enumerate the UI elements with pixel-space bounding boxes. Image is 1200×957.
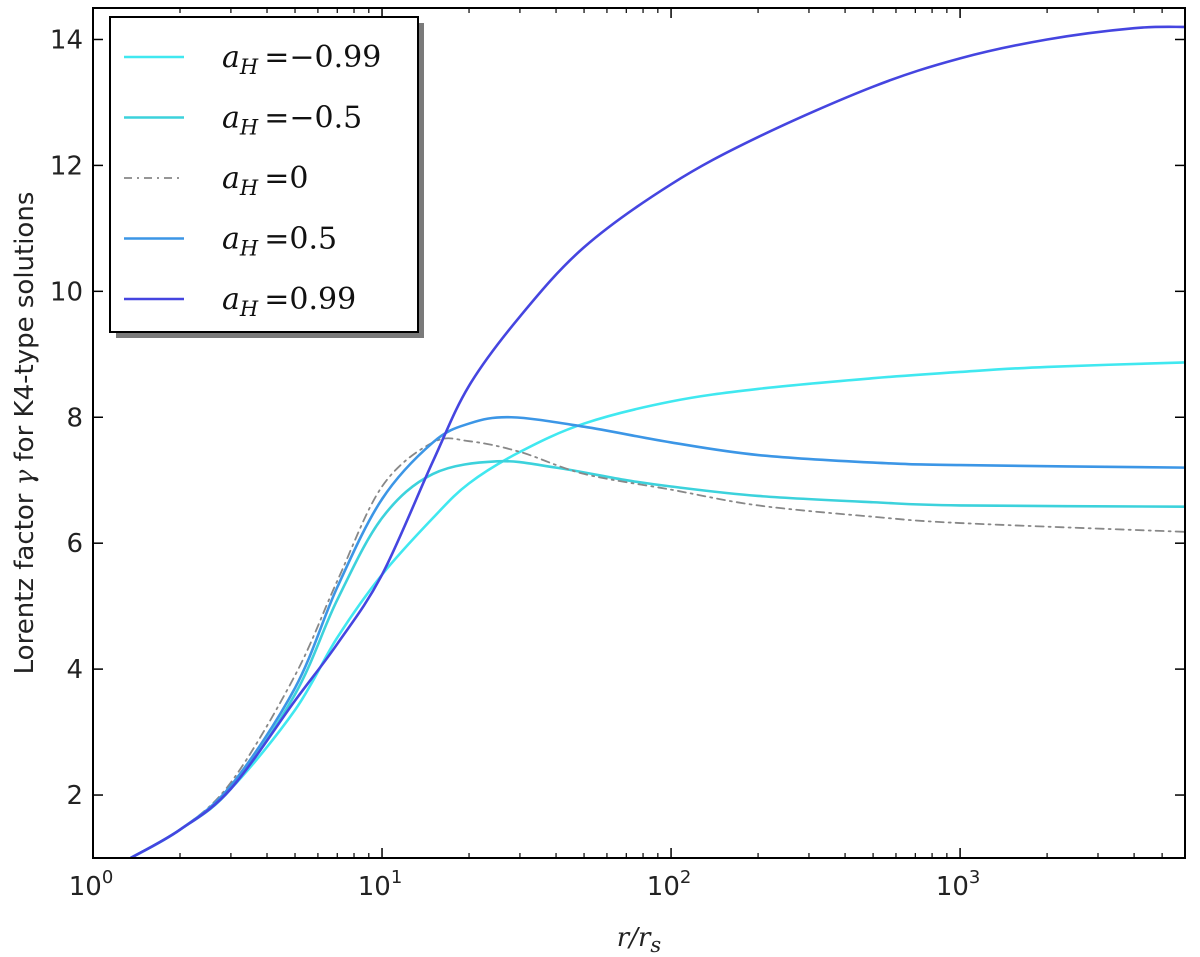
plot-lines <box>129 25 1185 858</box>
y-axis-label: Lorentz factor γ for K4-type solutions <box>10 192 40 675</box>
y-tick-label: 2 <box>66 781 83 811</box>
y-axis-label-symbol: γ <box>10 469 40 485</box>
x-axis-label-sub: s <box>650 933 661 957</box>
y-axis-label-suffix: for K4-type solutions <box>10 192 40 470</box>
series-line-1 <box>129 459 1185 858</box>
legend-label-1: aH =−0.5 <box>222 101 362 140</box>
series-line-2 <box>129 437 1185 858</box>
x-axis-label-main: r/r <box>617 923 652 953</box>
x-tick-label: 103 <box>936 867 981 902</box>
legend-items: aH =−0.99 aH =−0.5 aH =0 aH =0.5 aH =0.99 <box>124 40 381 321</box>
y-tick-label: 4 <box>66 655 83 685</box>
x-tick-label: 101 <box>358 867 403 902</box>
series-line-4 <box>129 25 1185 858</box>
y-axis-label-prefix: Lorentz factor <box>10 485 40 674</box>
y-tick-label: 10 <box>50 277 83 307</box>
y-tick-label: 14 <box>50 25 83 55</box>
series-line-0 <box>129 361 1185 858</box>
legend-box <box>109 16 419 333</box>
x-axis-label: r/rs <box>617 923 662 957</box>
x-tick-label: 102 <box>647 867 692 902</box>
y-axis: 2 4 6 8 10 12 14 <box>50 25 1185 811</box>
series-line-3 <box>129 415 1185 858</box>
legend-label-0: aH =−0.99 <box>222 40 381 79</box>
legend-label-4: aH =0.99 <box>222 282 356 321</box>
x-axis: 100 101 102 103 <box>69 8 1186 902</box>
y-tick-label: 12 <box>50 151 83 181</box>
legend-label-2: aH =0 <box>222 161 308 200</box>
y-tick-label: 6 <box>66 529 83 559</box>
y-tick-label: 8 <box>66 403 83 433</box>
plot-frame <box>92 7 1186 859</box>
x-tick-label: 100 <box>69 867 114 902</box>
legend-label-3: aH =0.5 <box>222 222 337 261</box>
legend: aH =−0.99 aH =−0.5 aH =0 aH =0.5 aH =0.99 <box>109 16 424 338</box>
